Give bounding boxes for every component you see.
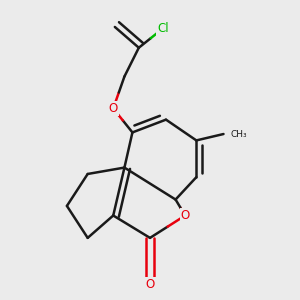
Text: Cl: Cl (157, 22, 169, 35)
Text: CH₃: CH₃ (230, 130, 247, 139)
Text: O: O (146, 278, 154, 291)
Text: O: O (181, 209, 190, 222)
Text: O: O (109, 102, 118, 115)
